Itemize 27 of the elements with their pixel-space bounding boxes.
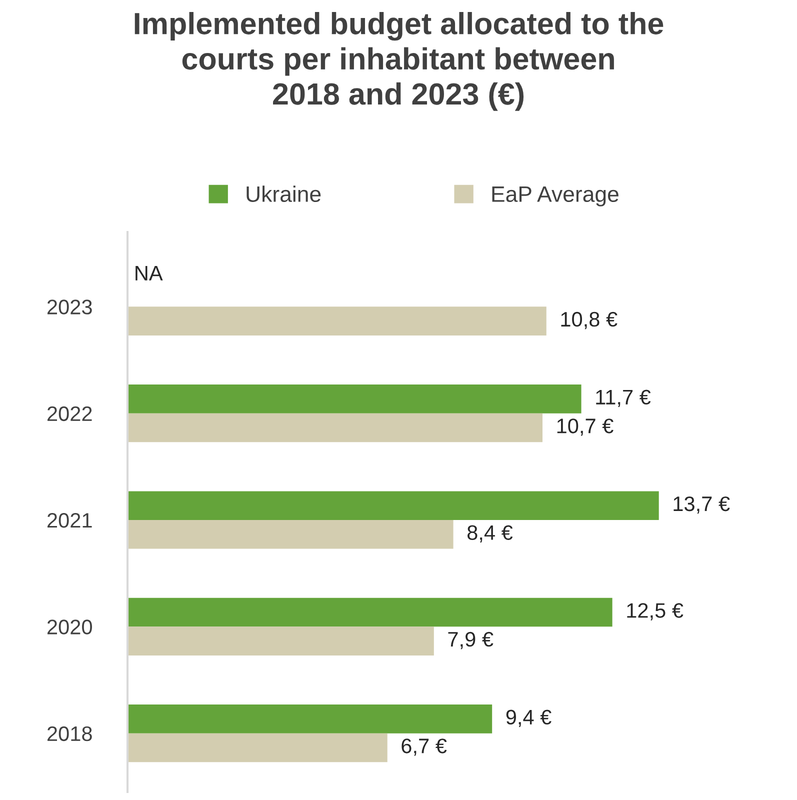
bar <box>128 520 454 549</box>
y-tick-label: 2023 <box>48 300 92 314</box>
data-label: 7,9 € <box>448 632 494 650</box>
data-label: 9,4 € <box>506 710 552 727</box>
data-label: 13,7 € <box>674 496 730 514</box>
data-label: 6,7 € <box>402 738 447 756</box>
bar <box>128 413 543 442</box>
data-label: 10,8 € <box>561 312 618 330</box>
legend-label: EaP Average <box>492 186 618 206</box>
bar <box>128 733 388 762</box>
legend-label: Ukraine <box>246 186 321 202</box>
data-label: 11,7 € <box>596 390 651 407</box>
data-label: 12,5 € <box>627 603 684 620</box>
bar <box>128 626 434 656</box>
y-tick-label: 2022 <box>48 406 92 422</box>
bar <box>128 384 582 414</box>
y-tick-label: 2018 <box>48 726 92 742</box>
data-label: 8,4 € <box>467 525 513 542</box>
y-tick-label: 2020 <box>48 620 92 634</box>
bar <box>128 704 492 734</box>
bar <box>128 491 659 520</box>
data-label: 10,7 € <box>557 418 614 436</box>
bar <box>128 306 546 336</box>
bar <box>128 598 612 627</box>
chart-title: Implemented budget allocated to the courts per inhabitant between 2018 and 2023 (€) <box>134 12 664 111</box>
text: NA <box>136 266 163 280</box>
y-tick-label: 2021 <box>48 513 92 528</box>
